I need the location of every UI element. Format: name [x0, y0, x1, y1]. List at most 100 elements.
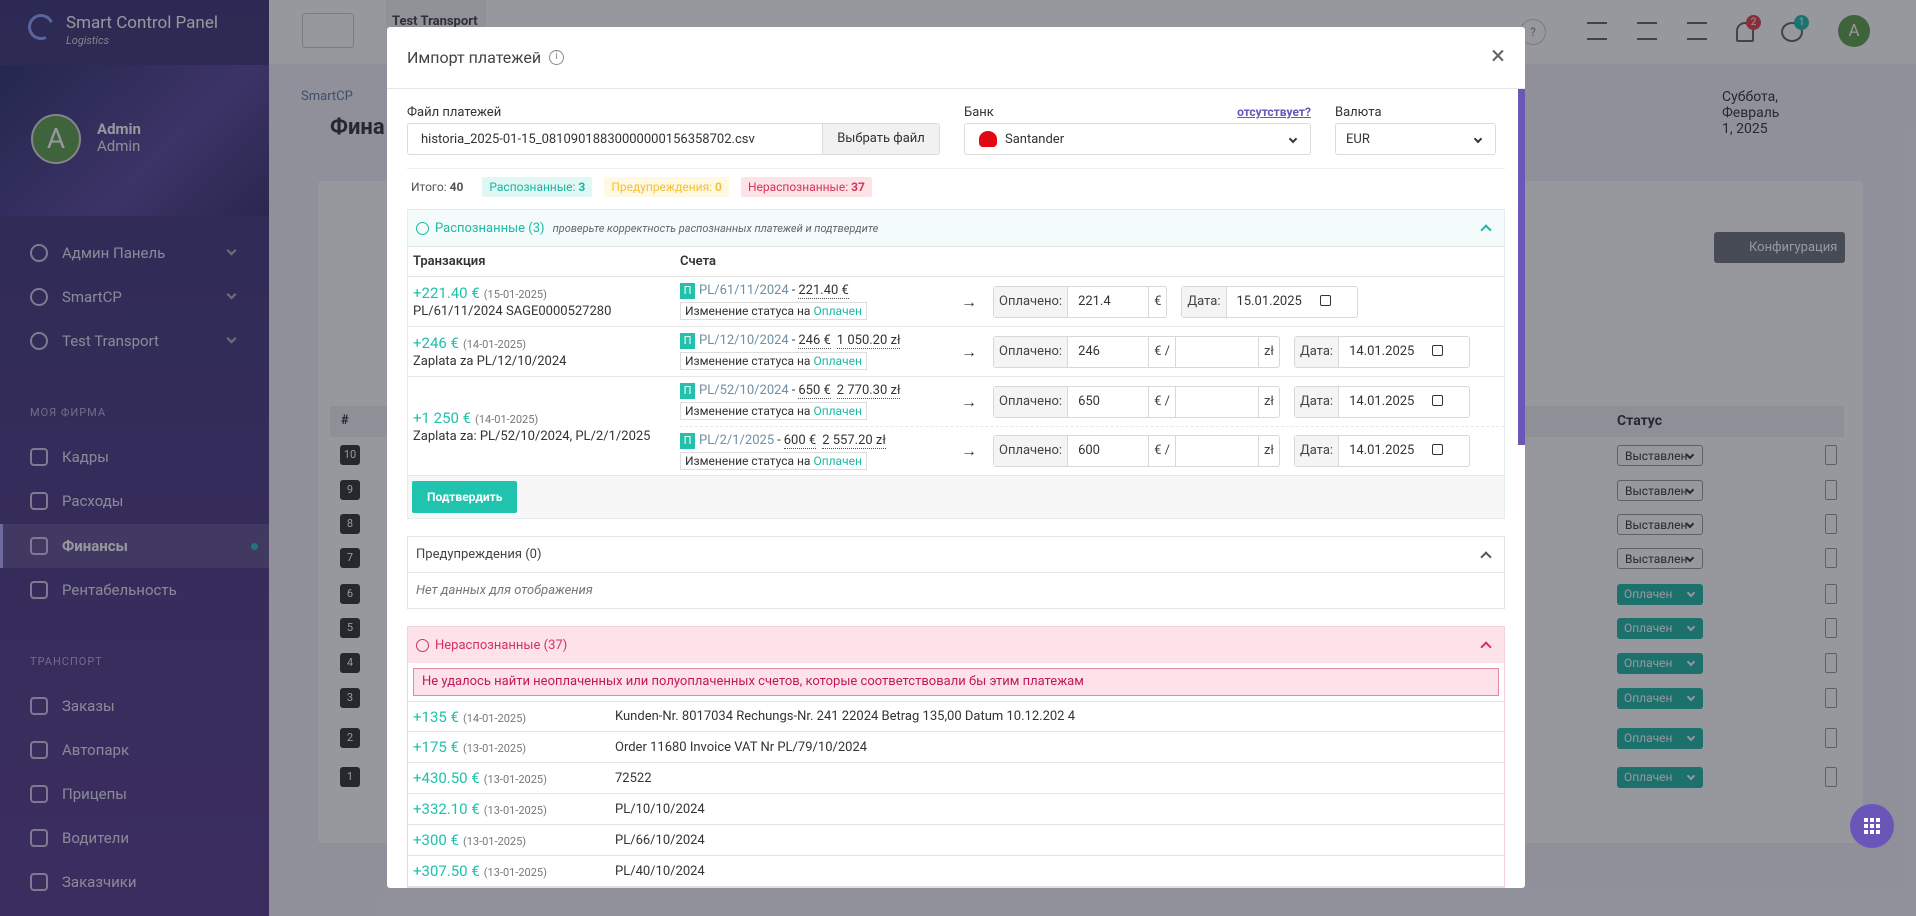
menu-active	[0, 524, 269, 568]
unrecognized-description: PL/40/10/2024	[615, 863, 705, 879]
users-icon[interactable]	[1781, 22, 1803, 42]
paid-input[interactable]: 246	[1078, 343, 1100, 359]
menu-item[interactable]: Админ Панель	[62, 244, 166, 262]
invoice-number[interactable]: PL/2/1/2025	[699, 432, 775, 448]
toolbar-icon[interactable]	[1587, 22, 1607, 40]
transaction-info: +246 € (14-01-2025) Zaplata za PL/12/10/20…	[408, 327, 680, 376]
paid-suffix: € /	[1148, 386, 1176, 417]
invoice-number[interactable]: PL/61/11/2024	[699, 283, 789, 298]
menu-item[interactable]: Автопарк	[62, 741, 130, 759]
date-input[interactable]: 14.01.2025	[1339, 337, 1469, 367]
file-row: Файл платежей historia_2025-01-15_0810901…	[407, 105, 1505, 155]
date-group: Дата: 14.01.2025	[1293, 385, 1471, 418]
status-dropdown[interactable]: Оплачен	[1617, 618, 1703, 639]
menu-icon	[30, 741, 48, 759]
invoice-number[interactable]: PL/52/10/2024	[699, 383, 789, 398]
recognized-header[interactable]: Распознанные (3) проверьте корректность р…	[408, 210, 1504, 246]
status-dropdown[interactable]: Оплачен	[1617, 728, 1703, 749]
row-menu[interactable]	[1825, 584, 1837, 604]
invoice-line: П PL/61/11/2024-221.40 € Изменение статуса…	[680, 277, 1504, 326]
notification-badge: 2	[1746, 15, 1761, 30]
menu-item[interactable]: Заказчики	[62, 873, 137, 891]
arrow: →	[961, 291, 977, 311]
row-menu[interactable]	[1825, 653, 1837, 673]
menu-icon	[30, 537, 48, 555]
paid-suffix: € /	[1148, 336, 1176, 367]
menu-icon	[30, 288, 48, 306]
info-icon[interactable]: i	[549, 50, 565, 65]
invoice-amount: 2 557.20 zł	[822, 432, 886, 449]
unrecognized-description: PL/66/10/2024	[615, 832, 705, 848]
menu-item[interactable]: Рентабельность	[62, 581, 177, 599]
config-button[interactable]: Конфигурация	[1714, 232, 1845, 263]
invoice-number[interactable]: PL/12/10/2024	[699, 333, 789, 348]
status-dropdown[interactable]: Выставлен	[1617, 514, 1703, 535]
file-input[interactable]: historia_2025-01-15_08109018830000000156…	[407, 123, 940, 155]
unrecognized-amount-cell: +175 € (13-01-2025)	[413, 738, 615, 756]
toolbar-icon[interactable]	[1687, 22, 1707, 40]
transaction-info: +221.40 € (15-01-2025) PL/61/11/2024 SAGE0…	[408, 277, 680, 326]
date-group: Дата: 14.01.2025	[1293, 435, 1471, 467]
status-dropdown[interactable]: Выставлен	[1617, 445, 1703, 466]
paid-input[interactable]: 600	[1078, 443, 1100, 458]
col-invoices: Счета	[680, 254, 717, 269]
menu-item[interactable]: SmartCP	[62, 288, 122, 306]
status-dropdown[interactable]: Оплачен	[1617, 688, 1703, 709]
status-dropdown[interactable]: Выставлен	[1617, 548, 1703, 569]
menu-item[interactable]: Test Transport	[62, 332, 159, 350]
paid-input-2[interactable]	[1176, 436, 1258, 466]
bank-missing-link[interactable]: отсутствует?	[1237, 105, 1311, 119]
row-menu[interactable]	[1825, 728, 1837, 748]
row-menu[interactable]	[1825, 688, 1837, 708]
row-menu[interactable]	[1825, 548, 1837, 568]
currency-select[interactable]: EUR	[1335, 123, 1496, 155]
menu-item[interactable]: Кадры	[62, 448, 109, 466]
modal-header: Импорт платежей i ×	[387, 27, 1525, 89]
date-input[interactable]: 15.01.2025	[1227, 287, 1357, 317]
status-dropdown[interactable]: Оплачен	[1617, 653, 1703, 674]
scrollbar[interactable]	[1518, 89, 1525, 445]
row-menu[interactable]	[1825, 767, 1837, 787]
apps-icon	[1864, 818, 1880, 834]
bank-select[interactable]: Santander	[964, 123, 1311, 155]
menu-item[interactable]: Расходы	[62, 492, 124, 510]
brand: Smart Control Panel	[66, 13, 218, 33]
row-menu[interactable]	[1825, 480, 1837, 500]
row-menu[interactable]	[1825, 514, 1837, 534]
bell-icon[interactable]	[1736, 22, 1754, 42]
summary-badge: Итого: 40	[407, 177, 470, 197]
paid-input-2[interactable]	[1176, 387, 1258, 417]
menu-item[interactable]: Заказы	[62, 697, 115, 715]
paid-input[interactable]: 221.4	[1078, 293, 1111, 309]
status-dropdown[interactable]: Выставлен	[1617, 480, 1703, 501]
file-button[interactable]: Выбрать файл	[822, 124, 939, 154]
status-change: Изменение статуса на Оплачен	[680, 402, 867, 420]
paid-suffix-2: zł	[1257, 436, 1279, 466]
date-input[interactable]: 14.01.2025	[1339, 436, 1469, 466]
status-dropdown[interactable]: Оплачен	[1617, 767, 1703, 788]
back-button[interactable]	[302, 13, 354, 48]
row-menu[interactable]	[1825, 445, 1837, 465]
close-button[interactable]: ×	[1491, 41, 1505, 71]
sidebar: Smart Control Panel Logistics A Admin Admin А…	[0, 0, 269, 916]
unrecognized-header[interactable]: Нераспознанные (37)	[408, 627, 1504, 663]
invoice-info: П PL/2/1/2025-600 € 2 557.20 zł Изменение с…	[680, 432, 961, 470]
paid-input-2[interactable]	[1176, 337, 1258, 367]
menu-item[interactable]: Прицепы	[62, 785, 127, 803]
menu-section: ТРАНСПОРТ	[30, 655, 103, 668]
row-number: 6	[340, 584, 360, 604]
paid-suffix: €	[1148, 286, 1166, 317]
currency-group: Валюта EUR	[1335, 105, 1496, 155]
user-avatar[interactable]: A	[1838, 15, 1870, 47]
apps-button[interactable]	[1850, 804, 1894, 848]
warnings-header[interactable]: Предупреждения (0)	[408, 537, 1504, 573]
toolbar-icon[interactable]	[1637, 22, 1657, 40]
menu-item[interactable]: Водители	[62, 829, 129, 847]
menu-item[interactable]: Финансы	[62, 537, 128, 555]
status-change: Изменение статуса на Оплачен	[680, 352, 867, 370]
date-input[interactable]: 14.01.2025	[1339, 387, 1469, 417]
paid-input[interactable]: 650	[1078, 393, 1100, 409]
status-dropdown[interactable]: Оплачен	[1617, 584, 1703, 605]
confirm-button[interactable]: Подтвердить	[412, 481, 518, 513]
row-menu[interactable]	[1825, 618, 1837, 638]
